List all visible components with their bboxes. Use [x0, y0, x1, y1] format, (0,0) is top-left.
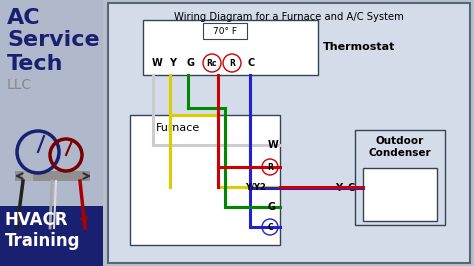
Text: HVACR
Training: HVACR Training [5, 211, 81, 250]
Text: Wiring Diagram for a Furnace and A/C System: Wiring Diagram for a Furnace and A/C Sys… [174, 12, 404, 22]
Text: Y: Y [169, 58, 176, 68]
Text: W: W [152, 58, 163, 68]
Text: R: R [229, 59, 235, 68]
FancyBboxPatch shape [143, 20, 318, 75]
Text: C: C [267, 222, 273, 231]
Text: C: C [347, 183, 355, 193]
Text: AC: AC [7, 8, 41, 28]
Text: Y/Y2: Y/Y2 [245, 182, 266, 192]
Text: LLC: LLC [7, 78, 32, 92]
FancyBboxPatch shape [130, 115, 280, 245]
FancyBboxPatch shape [203, 23, 247, 39]
Bar [0, 206, 103, 266]
Text: W: W [268, 140, 279, 150]
FancyBboxPatch shape [355, 130, 445, 225]
Text: G: G [268, 202, 276, 212]
Bar [0, 0, 103, 266]
FancyBboxPatch shape [108, 3, 470, 263]
FancyBboxPatch shape [363, 168, 437, 221]
Text: Furnace: Furnace [156, 123, 200, 133]
Text: Y: Y [336, 183, 343, 193]
Text: Rc: Rc [207, 59, 217, 68]
Text: Service: Service [7, 30, 100, 50]
Text: C: C [248, 58, 255, 68]
Text: 70° F: 70° F [213, 27, 237, 35]
Text: Thermostat: Thermostat [323, 43, 395, 52]
Text: G: G [187, 58, 195, 68]
Bar [15, 171, 90, 181]
Text: Tech: Tech [7, 54, 64, 74]
Text: Outdoor
Condenser: Outdoor Condenser [369, 136, 431, 158]
Text: R: R [267, 163, 273, 172]
Bar [23, 171, 33, 181]
